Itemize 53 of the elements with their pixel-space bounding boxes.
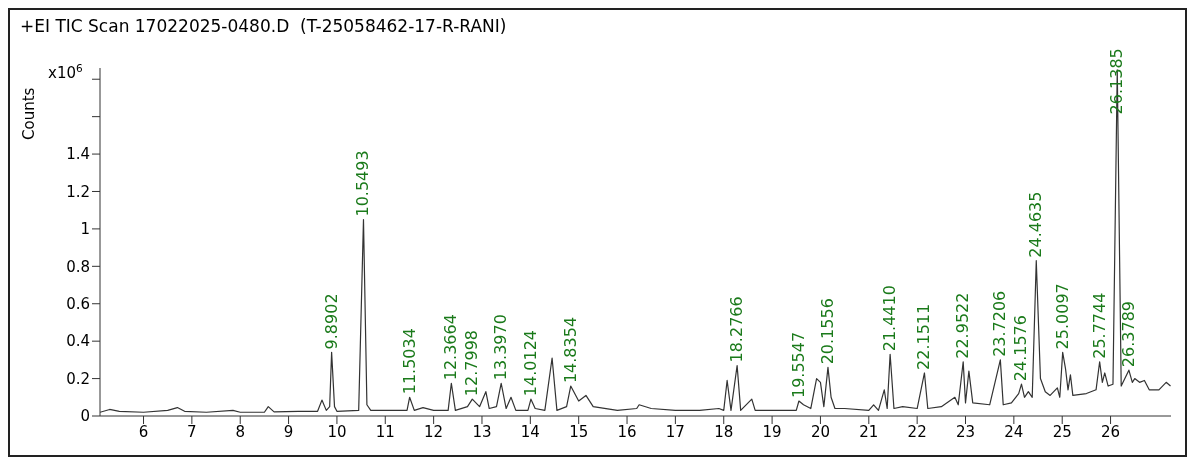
x-tick-label: 23 [955,422,976,441]
x-tick-label: 9 [283,422,294,441]
annotation: 14.0124 [520,329,540,397]
x-tick-label: 22 [907,422,927,441]
annotation: 25.0097 [1052,283,1072,350]
y-tick-label: 0 [80,407,90,426]
x-tick-label: 7 [187,422,197,441]
x-tick-label: 8 [235,422,245,441]
y-tick-label: 0.6 [66,295,90,314]
y-tick-label: 0.8 [66,257,90,276]
x-tick-label: 24 [1004,422,1024,441]
x-tick-label: 25 [1052,422,1072,441]
annotation: 22.1511 [914,303,934,370]
annotation: 26.1385 [1107,48,1127,115]
annotation: 11.5034 [399,328,419,395]
y-tick-label: 1 [80,220,90,239]
annotation: 22.9522 [953,292,973,359]
annotation: 26.3789 [1118,300,1138,368]
annotation: 18.2766 [727,296,747,363]
annotation: 21.4410 [880,285,900,352]
x-tick-label: 14 [520,422,540,441]
chart-title: +EI TIC Scan 17022025-0480.D (T-25058462-17-R-RANI) [20,16,507,36]
y-tick-label: 1.2 [66,182,90,201]
annotation: 9.8902 [321,293,341,350]
x-tick-label: 6 [138,422,149,441]
x-tick-label: 20 [810,422,830,441]
y-tick-label: 0.4 [66,332,90,351]
annotation: 20.1556 [817,298,837,365]
y-axis-title: Counts [20,87,38,140]
annotation: 24.1576 [1011,315,1031,382]
x-tick-label: 21 [859,422,879,441]
x-tick-label: 17 [665,422,685,441]
y-tick-label: 1.4 [66,145,90,164]
annotation: 24.4635 [1026,191,1046,258]
x-tick-label: 11 [375,422,395,441]
x-tick-label: 16 [617,422,637,441]
x-tick-label: 15 [569,422,589,441]
x-tick-label: 18 [714,422,734,441]
annotation: 14.8354 [560,316,580,384]
x-tick-label: 10 [327,422,347,441]
annotation: 12.3664 [441,314,461,381]
annotation: 25.7744 [1089,292,1109,359]
y-tick-label: 0.2 [66,369,90,388]
x-tick-label: 13 [472,422,492,441]
text: x10$^{6}$ [48,62,83,82]
x-tick-label: 12 [424,422,444,441]
annotation: 12.7998 [462,329,482,397]
annotation: 23.7206 [990,290,1010,357]
x-tick-label: 19 [762,422,782,441]
annotation: 19.5547 [788,331,808,399]
x-tick-label: 26 [1101,422,1121,441]
annotation: 10.5493 [353,150,373,217]
annotation: 13.3970 [491,314,511,381]
